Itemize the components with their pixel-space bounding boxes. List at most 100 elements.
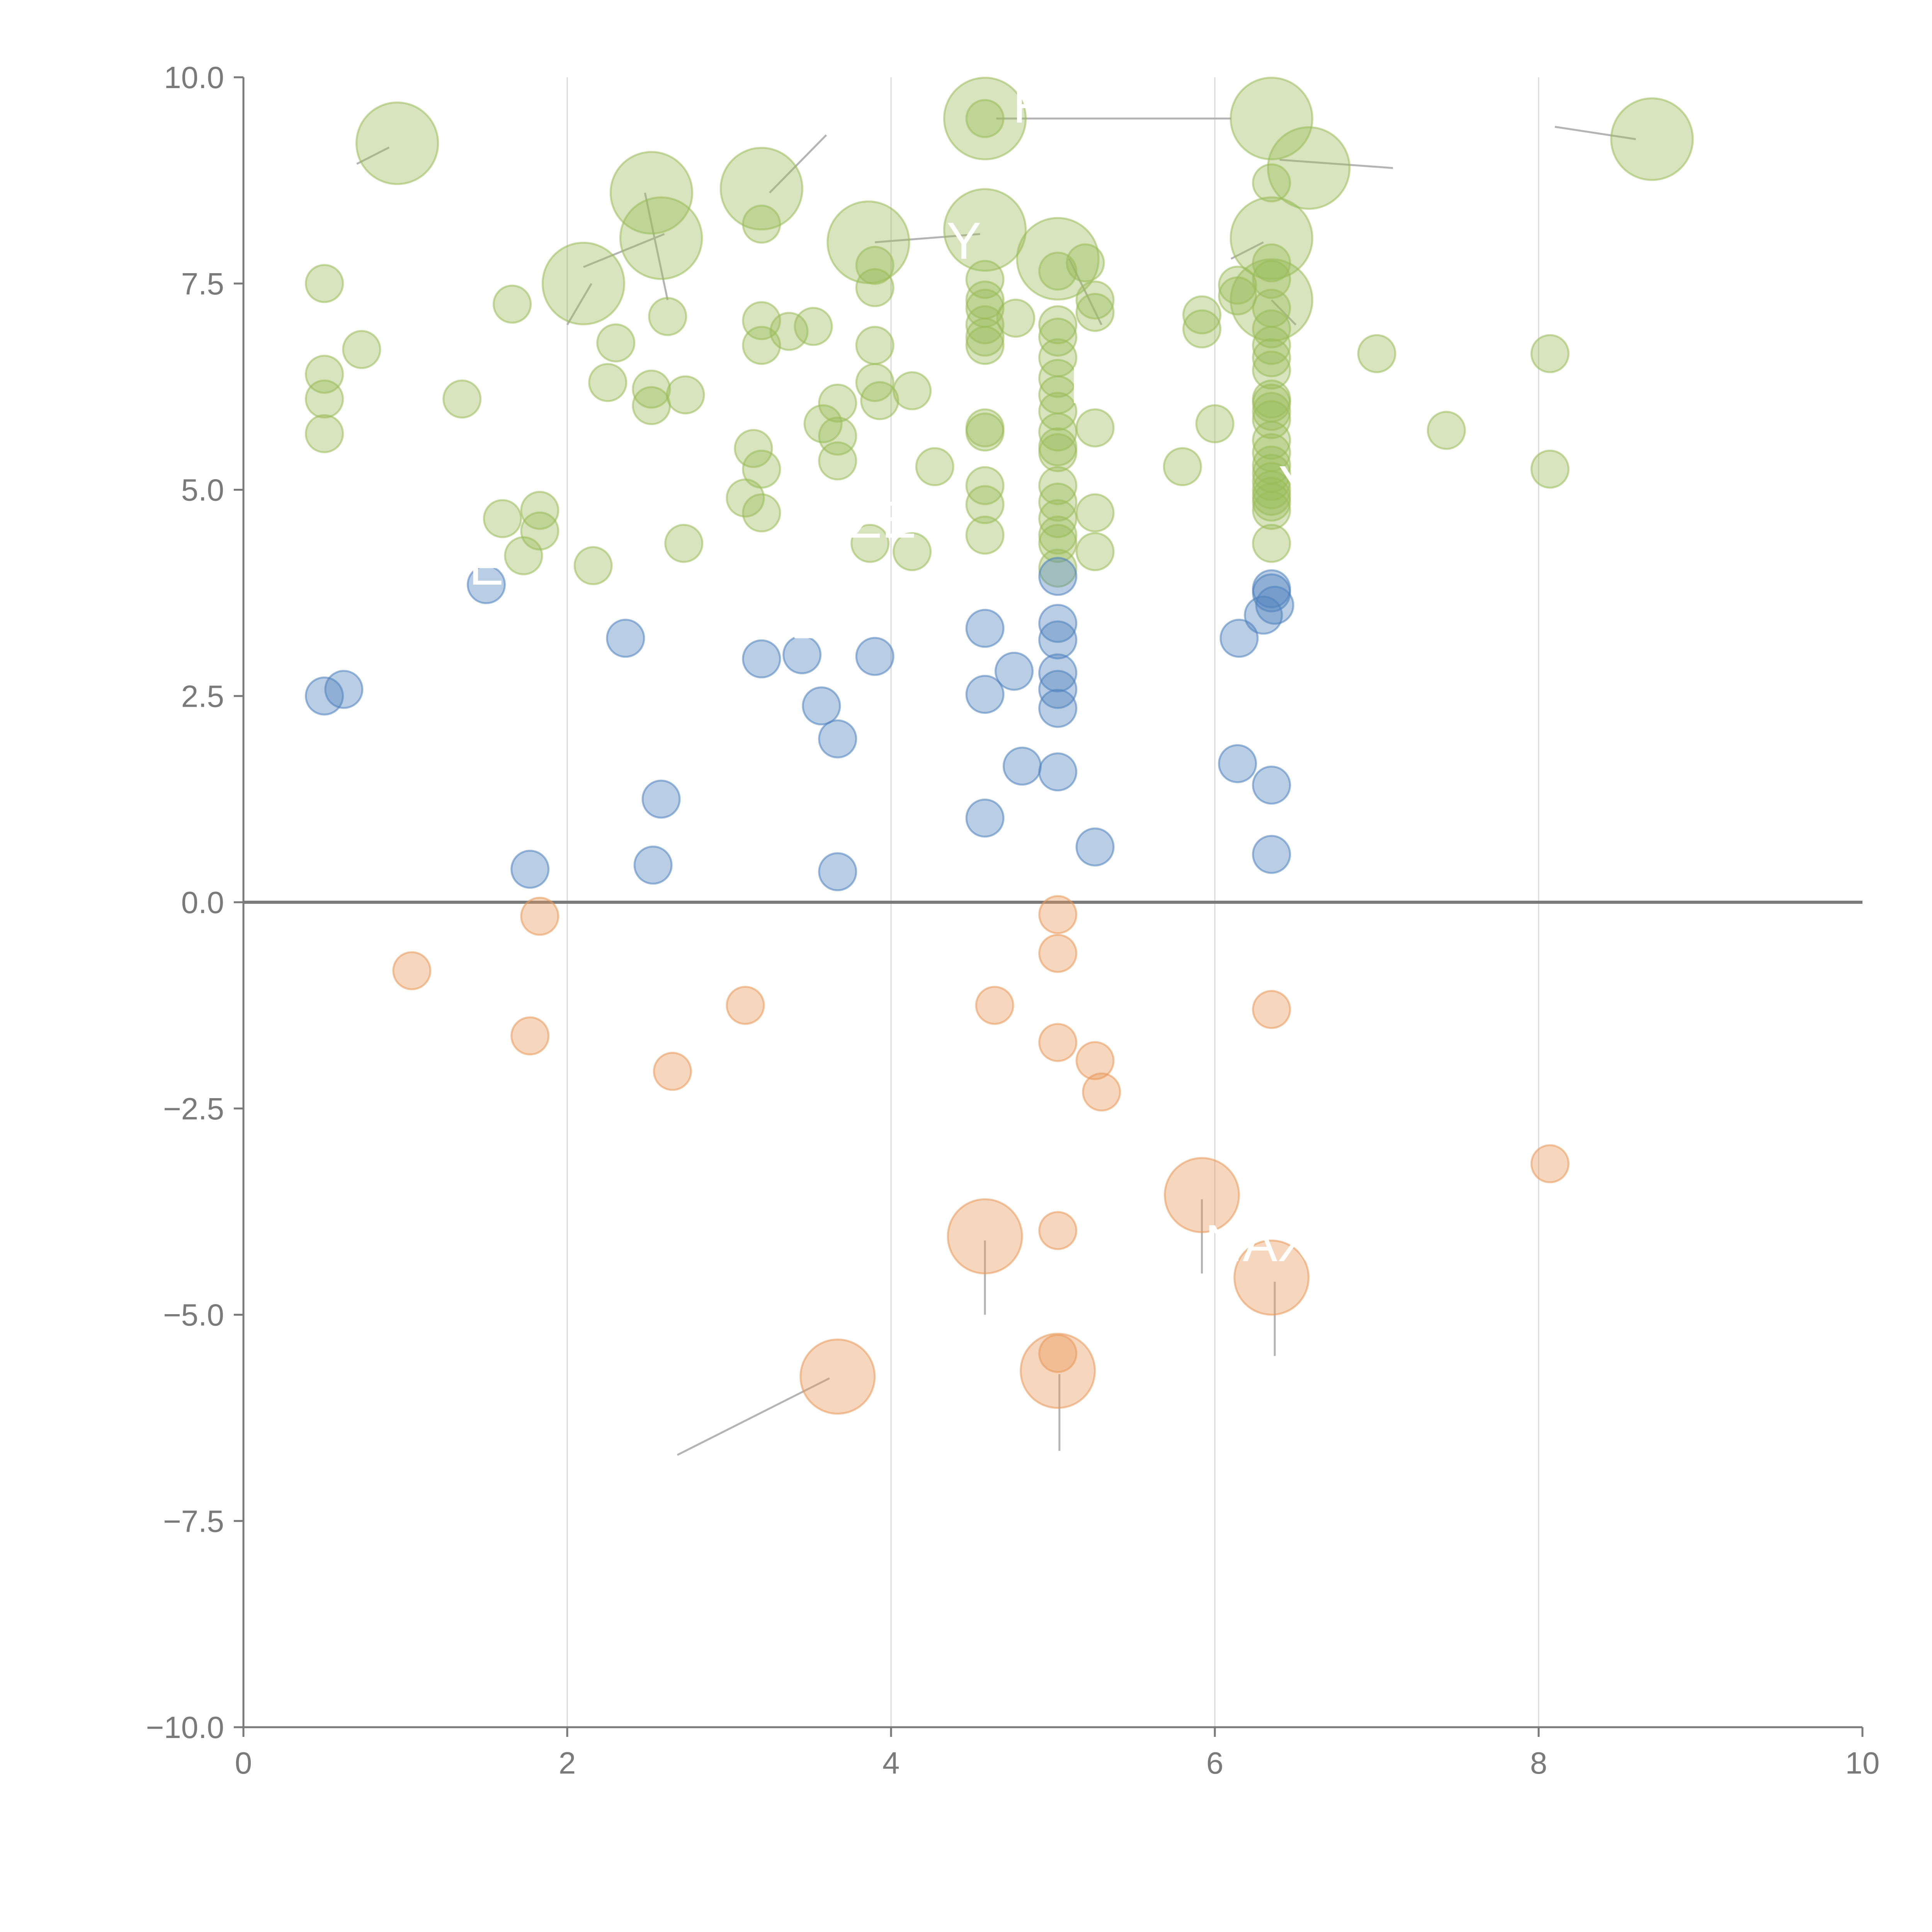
- data-bubble: [1182, 309, 1221, 349]
- bubble-label: LE: [1070, 356, 1133, 414]
- data-bubble: [1038, 1211, 1078, 1250]
- data-bubble: [1233, 1239, 1310, 1316]
- data-bubble: [1252, 243, 1291, 282]
- data-bubble: [726, 986, 765, 1025]
- data-bubble: [1002, 747, 1042, 786]
- data-bubble: [324, 670, 364, 709]
- data-bubble: [975, 986, 1014, 1025]
- data-bubble: [1163, 1157, 1240, 1233]
- data-bubble: [1163, 447, 1202, 486]
- data-bubble: [892, 532, 932, 571]
- data-bubble: [1218, 265, 1257, 305]
- data-bubble: [1610, 97, 1694, 181]
- bubbles: [305, 77, 1694, 1415]
- data-bubble: [1252, 400, 1291, 439]
- data-bubble: [818, 852, 857, 891]
- data-bubble: [483, 499, 522, 538]
- data-bubble: [1038, 653, 1078, 692]
- data-bubble: [1252, 835, 1291, 874]
- leader-line: [1068, 258, 1102, 325]
- data-bubble: [1182, 295, 1221, 335]
- data-bubble: [818, 383, 857, 423]
- bubble-labels: NAX ZE LE Y F Y E ME: [469, 75, 1313, 1272]
- data-bubble: [573, 546, 613, 585]
- data-bubble: [742, 493, 781, 532]
- data-bubble: [342, 330, 381, 369]
- data-bubble: [965, 99, 1005, 138]
- data-bubble: [965, 798, 1005, 838]
- data-bubble: [965, 326, 1005, 365]
- data-bubble: [1252, 990, 1291, 1029]
- data-bubble: [943, 77, 1027, 160]
- data-bubble: [1252, 163, 1291, 202]
- data-bubble: [520, 511, 560, 551]
- data-bubble: [1252, 573, 1291, 612]
- data-bubble: [1075, 293, 1115, 332]
- data-bubble: [1038, 1334, 1078, 1373]
- data-bubble: [1038, 515, 1078, 555]
- data-bubble: [442, 379, 482, 419]
- data-bubble: [943, 188, 1027, 272]
- data-bubble: [1219, 619, 1259, 658]
- data-bubble: [1038, 1023, 1078, 1062]
- data-bubble: [855, 637, 895, 676]
- data-bubble: [1038, 305, 1078, 344]
- data-bubble: [1195, 404, 1235, 444]
- data-bubble: [641, 779, 681, 819]
- y-tick-label: −7.5: [163, 1504, 224, 1538]
- data-bubble: [742, 326, 781, 365]
- data-bubble: [855, 268, 895, 307]
- data-bubble: [588, 363, 628, 402]
- x-tick-label: 6: [1206, 1746, 1224, 1780]
- data-bubble: [1038, 604, 1078, 643]
- data-bubble: [1038, 433, 1078, 472]
- data-bubble: [1252, 524, 1291, 563]
- data-bubble: [719, 147, 803, 231]
- data-bubble: [1252, 309, 1291, 349]
- data-bubble: [1252, 392, 1291, 431]
- data-bubble: [520, 491, 560, 530]
- data-bubble: [1038, 466, 1078, 505]
- data-bubble: [510, 850, 550, 889]
- data-bubble: [965, 609, 1005, 648]
- data-bubble: [1038, 483, 1078, 522]
- bubble-label: ME: [747, 591, 825, 650]
- data-bubble: [1038, 895, 1078, 934]
- data-bubble: [1075, 1041, 1115, 1080]
- data-bubble: [892, 371, 932, 410]
- axes: 0 2 4 6 8 10 10.0 7.5 5.0 2.5 0.0 −2.5 −5.0 −7.5 −10.0: [146, 60, 1880, 1780]
- data-bubble: [996, 298, 1036, 338]
- data-bubble: [1038, 934, 1078, 973]
- data-bubble: [1038, 359, 1078, 398]
- data-bubble: [1075, 280, 1115, 320]
- leader-line: [1230, 241, 1264, 260]
- data-bubble: [1230, 258, 1313, 342]
- bubble-label: NAX: [1205, 1214, 1312, 1272]
- x-tick-label: 4: [883, 1746, 900, 1780]
- bubble-label: Y: [947, 212, 981, 270]
- data-bubble: [1252, 765, 1291, 805]
- y-tick-label: −5.0: [163, 1298, 224, 1332]
- data-bubble: [467, 565, 506, 604]
- data-bubble: [1038, 689, 1078, 728]
- data-bubble: [1252, 483, 1291, 522]
- data-bubble: [1038, 548, 1078, 588]
- bubble-label: F: [1013, 75, 1044, 134]
- data-bubble: [1020, 1333, 1096, 1409]
- data-bubble: [965, 260, 1005, 299]
- data-bubble: [305, 379, 344, 419]
- data-bubble: [1530, 449, 1570, 489]
- y-tick-label: 5.0: [181, 473, 224, 507]
- bubble-label: Y: [1278, 455, 1313, 514]
- data-bubble: [1230, 196, 1313, 280]
- data-bubble: [794, 307, 833, 346]
- data-bubble: [818, 441, 857, 481]
- data-bubble: [541, 242, 626, 325]
- data-bubble: [726, 478, 765, 518]
- leader-line: [1270, 299, 1297, 326]
- data-bubble: [305, 264, 344, 303]
- data-bubble: [1075, 408, 1115, 447]
- bubble-label: E: [469, 537, 503, 596]
